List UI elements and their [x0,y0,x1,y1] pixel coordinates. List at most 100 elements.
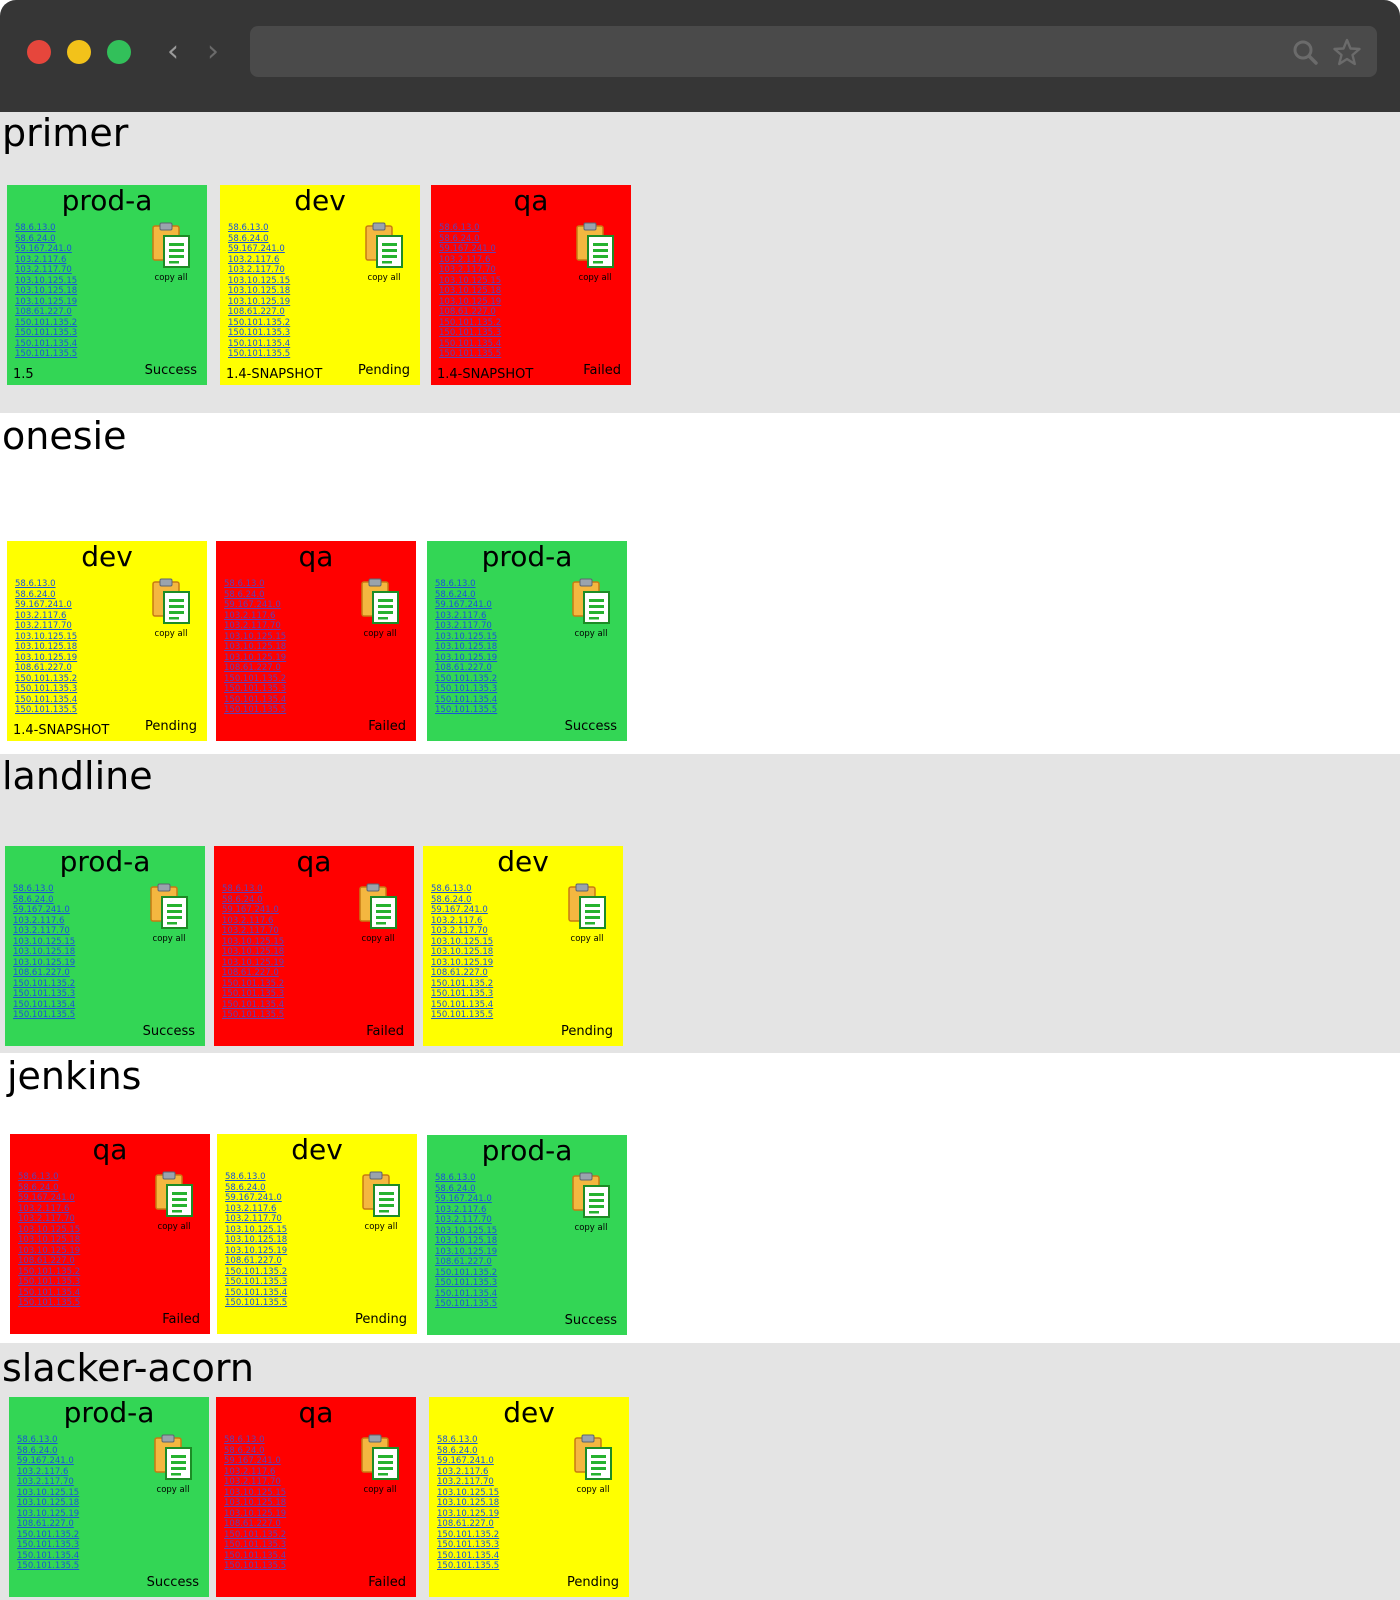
ip-address-link[interactable]: 103.10.125.18 [439,286,502,296]
ip-address-link[interactable]: 58.6.24.0 [17,1445,58,1456]
ip-address-link[interactable]: 103.10.125.19 [15,652,78,663]
ip-address-link[interactable]: 103.10.125.19 [18,1245,81,1256]
ip-address-link[interactable]: 103.2.117.70 [18,1214,75,1224]
ip-address-link[interactable]: 59.167.241.0 [228,244,285,254]
ip-address-link[interactable]: 103.10.125.15 [437,1487,500,1498]
ip-address-link[interactable]: 58.6.24.0 [435,1183,476,1194]
ip-address-link[interactable]: 58.6.13.0 [437,1435,478,1445]
ip-address-link[interactable]: 150.101.135.3 [15,328,78,338]
ip-address-link[interactable]: 58.6.13.0 [228,223,269,233]
ip-address-link[interactable]: 103.2.117.6 [222,915,274,926]
copy-all-button[interactable]: copy all [146,1170,202,1238]
ip-address-link[interactable]: 59.167.241.0 [15,244,72,254]
ip-address-link[interactable]: 103.2.117.6 [437,1466,489,1477]
ip-address-link[interactable]: 150.101.135.5 [224,1561,287,1571]
ip-address-link[interactable]: 59.167.241.0 [225,1193,282,1203]
ip-address-link[interactable]: 103.2.117.6 [439,254,491,265]
ip-address-link[interactable]: 103.10.125.15 [431,936,494,947]
ip-address-link[interactable]: 59.167.241.0 [431,905,488,915]
ip-address-link[interactable]: 103.10.125.18 [224,1498,287,1508]
ip-address-link[interactable]: 150.101.135.4 [431,999,494,1010]
ip-address-link[interactable]: 150.101.135.2 [15,317,78,328]
ip-address-link[interactable]: 59.167.241.0 [224,600,281,610]
ip-address-link[interactable]: 103.10.125.19 [225,1245,288,1256]
ip-address-link[interactable]: 108.61.227.0 [222,968,279,978]
ip-address-link[interactable]: 150.101.135.3 [437,1540,500,1550]
ip-address-link[interactable]: 103.2.117.70 [15,621,72,631]
ip-address-link[interactable]: 103.10.125.19 [15,296,78,307]
copy-all-button[interactable]: copy all [350,882,406,950]
ip-address-link[interactable]: 58.6.24.0 [225,1182,266,1193]
ip-address-link[interactable]: 150.101.135.2 [17,1529,80,1540]
ip-address-link[interactable]: 150.101.135.4 [437,1550,500,1561]
ip-address-link[interactable]: 150.101.135.4 [17,1550,80,1561]
ip-address-link[interactable]: 58.6.13.0 [431,884,472,894]
ip-address-link[interactable]: 150.101.135.2 [435,1267,498,1278]
ip-address-link[interactable]: 59.167.241.0 [439,244,496,254]
ip-address-link[interactable]: 59.167.241.0 [222,905,279,915]
copy-all-button[interactable]: copy all [143,577,199,645]
ip-address-link[interactable]: 150.101.135.2 [439,317,502,328]
copy-all-button[interactable]: copy all [352,577,408,645]
ip-address-link[interactable]: 150.101.135.3 [18,1277,81,1287]
ip-address-link[interactable]: 150.101.135.5 [15,705,78,715]
ip-address-link[interactable]: 58.6.13.0 [17,1435,58,1445]
ip-address-link[interactable]: 150.101.135.2 [437,1529,500,1540]
ip-address-link[interactable]: 103.10.125.15 [224,1487,287,1498]
ip-address-link[interactable]: 103.2.117.6 [13,915,65,926]
ip-address-link[interactable]: 103.2.117.70 [437,1477,494,1487]
copy-all-button[interactable]: copy all [143,221,199,289]
ip-address-link[interactable]: 103.10.125.19 [431,957,494,968]
ip-address-link[interactable]: 150.101.135.4 [225,1287,288,1298]
ip-address-link[interactable]: 103.2.117.6 [228,254,280,265]
ip-address-link[interactable]: 150.101.135.2 [431,978,494,989]
ip-address-link[interactable]: 150.101.135.2 [225,1266,288,1277]
ip-address-link[interactable]: 150.101.135.5 [13,1010,76,1020]
ip-address-link[interactable]: 150.101.135.3 [228,328,291,338]
address-bar[interactable] [250,26,1377,77]
copy-all-button[interactable]: copy all [356,221,412,289]
ip-address-link[interactable]: 103.10.125.18 [224,642,287,652]
ip-address-link[interactable]: 103.2.117.6 [224,610,276,621]
ip-address-link[interactable]: 108.61.227.0 [439,307,496,317]
ip-address-link[interactable]: 103.2.117.6 [435,1204,487,1215]
ip-address-link[interactable]: 150.101.135.3 [435,1278,498,1288]
ip-address-link[interactable]: 103.10.125.15 [435,631,498,642]
window-close-button[interactable] [27,40,51,64]
ip-address-link[interactable]: 103.10.125.18 [431,947,494,957]
ip-address-link[interactable]: 103.2.117.6 [18,1203,70,1214]
ip-address-link[interactable]: 150.101.135.4 [15,338,78,349]
ip-address-link[interactable]: 58.6.24.0 [224,1445,265,1456]
ip-address-link[interactable]: 150.101.135.4 [435,694,498,705]
ip-address-link[interactable]: 103.2.117.70 [222,926,279,936]
ip-address-link[interactable]: 150.101.135.4 [228,338,291,349]
ip-address-link[interactable]: 103.10.125.18 [18,1235,81,1245]
ip-address-link[interactable]: 58.6.24.0 [18,1182,59,1193]
ip-address-link[interactable]: 103.2.117.70 [435,1215,492,1225]
ip-address-link[interactable]: 103.2.117.70 [17,1477,74,1487]
ip-address-link[interactable]: 150.101.135.3 [17,1540,80,1550]
ip-address-link[interactable]: 58.6.24.0 [435,589,476,600]
ip-address-link[interactable]: 103.10.125.19 [435,652,498,663]
ip-address-link[interactable]: 150.101.135.2 [435,673,498,684]
copy-all-button[interactable]: copy all [567,221,623,289]
ip-address-link[interactable]: 103.2.117.6 [15,610,67,621]
ip-address-link[interactable]: 103.10.125.19 [435,1246,498,1257]
ip-address-link[interactable]: 58.6.24.0 [439,233,480,244]
ip-address-link[interactable]: 103.2.117.70 [431,926,488,936]
ip-address-link[interactable]: 150.101.135.5 [15,349,78,359]
ip-address-link[interactable]: 103.2.117.70 [439,265,496,275]
ip-address-link[interactable]: 150.101.135.2 [222,978,285,989]
ip-address-link[interactable]: 150.101.135.3 [224,684,287,694]
ip-address-link[interactable]: 103.2.117.70 [228,265,285,275]
copy-all-button[interactable]: copy all [145,1433,201,1501]
ip-address-link[interactable]: 150.101.135.5 [225,1298,288,1308]
ip-address-link[interactable]: 108.61.227.0 [17,1519,74,1529]
ip-address-link[interactable]: 59.167.241.0 [435,1194,492,1204]
ip-address-link[interactable]: 103.2.117.70 [13,926,70,936]
ip-address-link[interactable]: 58.6.24.0 [13,894,54,905]
copy-all-button[interactable]: copy all [141,882,197,950]
ip-address-link[interactable]: 150.101.135.5 [18,1298,81,1308]
ip-address-link[interactable]: 58.6.24.0 [222,894,263,905]
ip-address-link[interactable]: 59.167.241.0 [224,1456,281,1466]
